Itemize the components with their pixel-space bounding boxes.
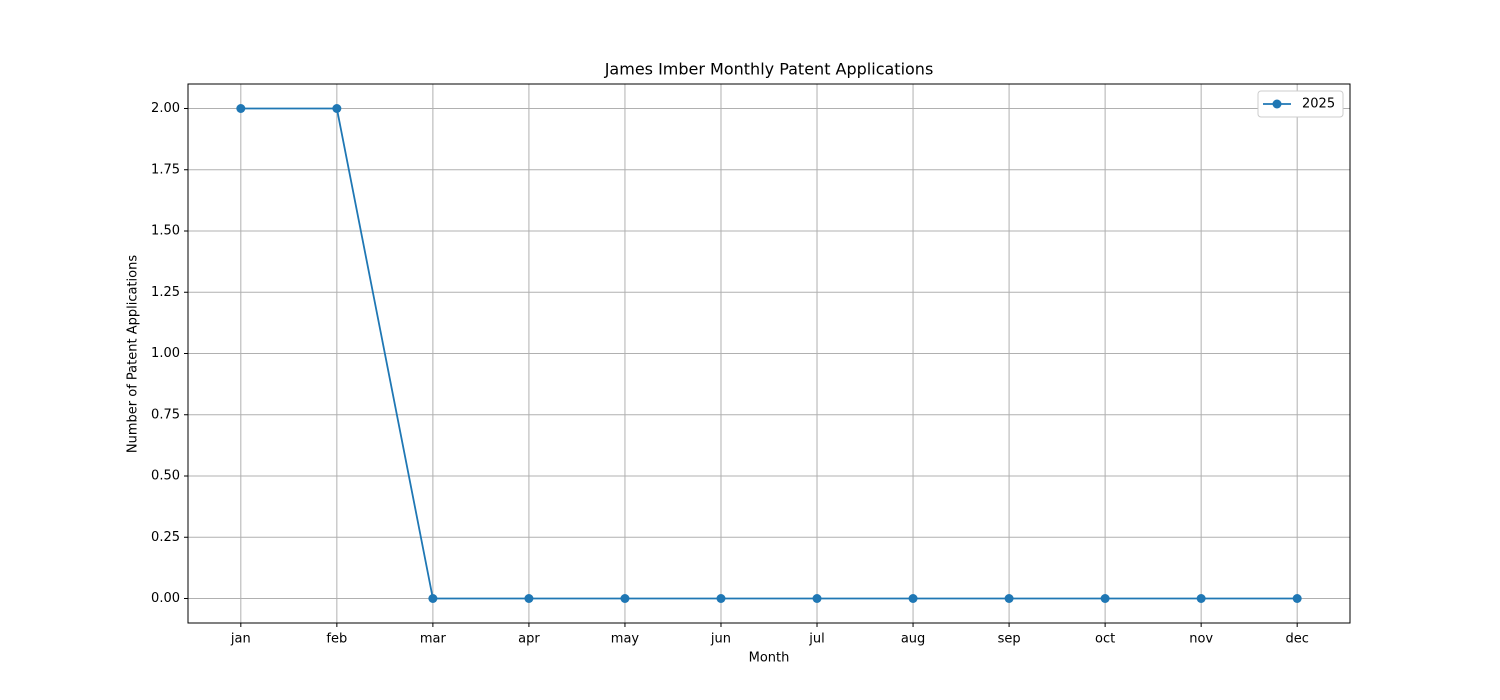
data-point: [909, 594, 918, 603]
data-point: [620, 594, 629, 603]
y-tick-label: 0.75: [151, 407, 180, 422]
y-tick-label: 2.00: [151, 101, 180, 116]
y-tick-label: 1.75: [151, 162, 180, 177]
x-tick-label: feb: [326, 632, 347, 647]
x-tick-label: dec: [1285, 632, 1308, 647]
chart-title: James Imber Monthly Patent Applications: [604, 60, 934, 79]
y-tick-label: 1.00: [151, 346, 180, 361]
legend-label: 2025: [1302, 97, 1335, 112]
legend: 2025: [1258, 91, 1343, 117]
x-tick-label: oct: [1095, 632, 1115, 647]
y-tick-label: 1.25: [151, 285, 180, 300]
data-point: [1197, 594, 1206, 603]
data-point: [524, 594, 533, 603]
x-tick-label: may: [611, 632, 640, 647]
y-tick-label: 0.25: [151, 530, 180, 545]
page: James Imber Monthly Patent Applications …: [0, 0, 1500, 700]
data-point: [236, 104, 245, 113]
x-tick-label: sep: [998, 632, 1021, 647]
data-point: [716, 594, 725, 603]
legend-marker: [1273, 100, 1282, 109]
x-tick-label: mar: [420, 632, 447, 647]
data-point: [1293, 594, 1302, 603]
x-tick-label: nov: [1189, 632, 1213, 647]
data-point: [332, 104, 341, 113]
y-tick-label: 1.50: [151, 224, 180, 239]
x-axis-label: Month: [749, 651, 790, 666]
x-tick-label: aug: [901, 632, 925, 647]
x-tick-label: jul: [808, 632, 824, 647]
chart: James Imber Monthly Patent Applications …: [0, 0, 1500, 700]
x-tick-label: jun: [710, 632, 731, 647]
data-point: [428, 594, 437, 603]
y-tick-label: 0.50: [151, 469, 180, 484]
y-tick-label: 0.00: [151, 591, 180, 606]
data-point: [1005, 594, 1014, 603]
data-point: [813, 594, 822, 603]
x-tick-label: jan: [230, 632, 251, 647]
y-axis-label: Number of Patent Applications: [126, 255, 141, 453]
x-tick-label: apr: [518, 632, 540, 647]
data-point: [1101, 594, 1110, 603]
